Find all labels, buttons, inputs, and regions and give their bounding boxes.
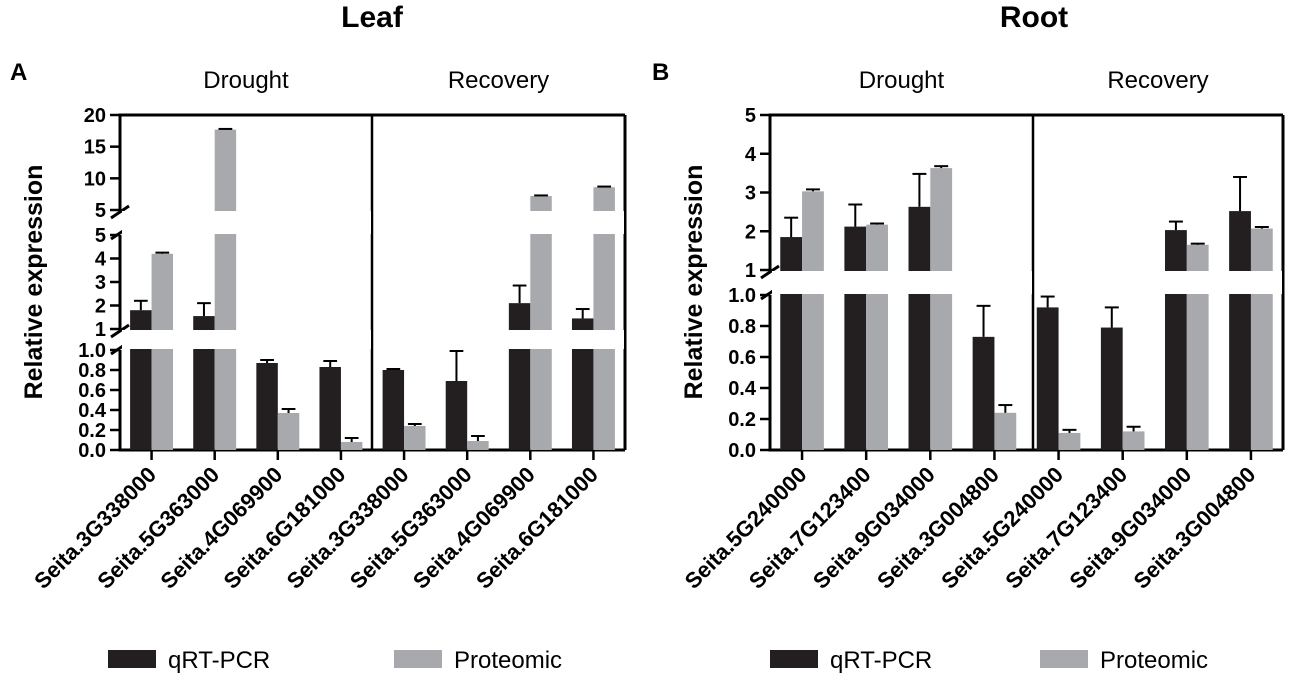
legend-label-proteomic-b: Proteomic (1100, 647, 1208, 674)
y-tick-label: 0.0 (728, 440, 756, 462)
axis-break-gap (772, 271, 1032, 294)
legend-swatch-qrt-pcr-b (770, 650, 818, 668)
condition-label-recovery: Recovery (1107, 67, 1208, 94)
condition-label-drought: Drought (203, 67, 289, 94)
y-tick-label: 15 (84, 137, 106, 159)
y-tick-label: 1.0 (728, 285, 756, 307)
bar-qrt-pcr (1036, 307, 1059, 450)
y-tick-label: 0.8 (728, 316, 756, 338)
axis-break-gap (122, 330, 371, 349)
y-tick-label: 0.2 (78, 420, 106, 442)
axis-break-gap (374, 211, 624, 234)
y-tick-label: 2 (745, 221, 756, 243)
bar-proteomic (214, 129, 237, 451)
bar-proteomic (467, 441, 489, 450)
legend: qRT-PCR Proteomic qRT-PCR Proteomic (108, 647, 1208, 674)
y-tick-label: 0.0 (78, 440, 106, 462)
bar-qrt-pcr (445, 381, 468, 450)
y-tick-label: 0.6 (78, 380, 106, 402)
y-axis-title-a: Relative expression (20, 165, 48, 400)
bar-qrt-pcr (844, 226, 867, 450)
bar-qrt-pcr (1229, 211, 1251, 450)
y-tick-label: 3 (95, 272, 106, 294)
bar-qrt-pcr (256, 363, 278, 450)
y-tick-label: 20 (84, 105, 106, 127)
bar-proteomic (930, 168, 953, 450)
y-tick-label: 2 (95, 296, 106, 318)
legend-label-proteomic-a: Proteomic (454, 647, 562, 674)
axis-break-mark (760, 264, 780, 280)
panel-title-b: Root (1000, 1, 1068, 34)
y-tick-label: 10 (84, 168, 106, 190)
condition-label-recovery: Recovery (448, 67, 549, 94)
panel-b: Root B Drought Recovery 0.0 0.2 0.4 0.6 0.8 1.0 1 2… (652, 1, 1285, 594)
bar-qrt-pcr (508, 303, 531, 450)
legend-swatch-proteomic-b (1040, 650, 1088, 668)
bar-proteomic (994, 412, 1017, 450)
bar-qrt-pcr (319, 367, 341, 450)
y-tick-label: 5 (95, 225, 106, 247)
y-tick-label: 4 (95, 249, 107, 271)
y-tick-label: 0.4 (728, 378, 757, 400)
axis-break-gap (374, 330, 624, 349)
bar-qrt-pcr (972, 336, 995, 450)
axis-break-gap (1035, 271, 1282, 294)
panel-title-a: Leaf (341, 1, 404, 34)
bar-qrt-pcr (908, 206, 931, 450)
legend-label-qrt-pcr-b: qRT-PCR (830, 647, 932, 674)
x-tick-label: Seita.3G004800 (1129, 462, 1261, 594)
bar-proteomic (277, 413, 300, 450)
bar-proteomic (1186, 244, 1209, 450)
bar-qrt-pcr (193, 316, 215, 450)
bar-qrt-pcr (382, 370, 405, 450)
legend-swatch-qrt-pcr-a (108, 650, 156, 668)
y-tick-label: 1 (95, 319, 106, 341)
bar-proteomic (340, 442, 363, 450)
axis-break-gap (122, 211, 371, 234)
bar-qrt-pcr (571, 318, 594, 450)
y-tick-label: 4 (745, 144, 757, 166)
bar-proteomic (593, 187, 615, 450)
bar-proteomic (1122, 431, 1145, 450)
y-tick-label: 5 (745, 105, 756, 127)
y-tick-label: 0.8 (78, 360, 106, 382)
condition-label-drought: Drought (859, 67, 945, 94)
y-tick-label: 0.2 (728, 409, 756, 431)
y-axis-title-b: Relative expression (680, 165, 708, 400)
bar-qrt-pcr (1100, 327, 1123, 450)
panel-letter-a: A (10, 59, 27, 86)
bar-proteomic (530, 196, 552, 450)
legend-swatch-proteomic-a (394, 650, 442, 668)
bar-proteomic (1250, 228, 1273, 450)
y-tick-label: 0.6 (728, 347, 756, 369)
y-tick-label: 3 (745, 183, 756, 205)
y-tick-label: 1.0 (78, 340, 106, 362)
bar-proteomic (151, 253, 174, 450)
bar-proteomic (1058, 432, 1081, 450)
y-tick-label: 1 (745, 260, 756, 282)
bar-qrt-pcr (1165, 230, 1187, 450)
axis-break-mark (110, 204, 130, 220)
legend-label-qrt-pcr-a: qRT-PCR (168, 647, 270, 674)
y-tick-label: 0.4 (78, 400, 107, 422)
panel-letter-b: B (652, 59, 669, 86)
bar-proteomic (866, 224, 888, 450)
bar-qrt-pcr (780, 237, 803, 450)
bar-proteomic (404, 426, 426, 450)
axis-break-mark (110, 323, 130, 339)
bar-proteomic (802, 191, 824, 450)
y-tick-label: 5 (95, 200, 106, 222)
